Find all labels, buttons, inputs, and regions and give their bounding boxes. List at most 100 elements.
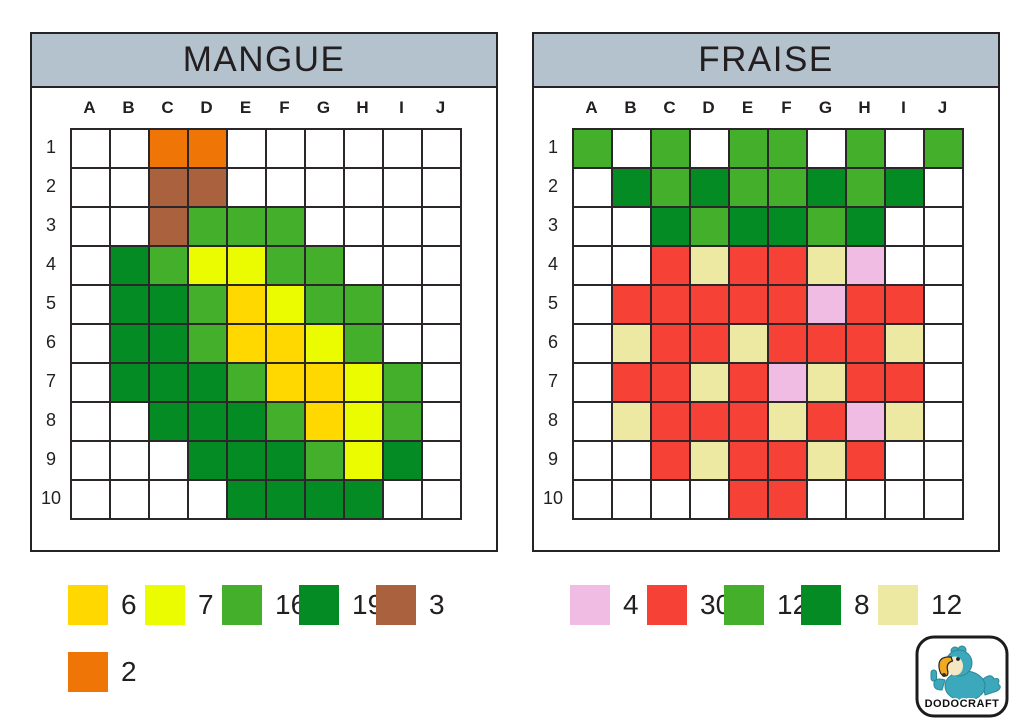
legend-item: 2 — [68, 652, 145, 692]
grid-cell — [110, 168, 149, 207]
legend-color-swatch — [376, 585, 416, 625]
column-label: B — [624, 98, 637, 117]
row-label: 9 — [547, 449, 558, 469]
grid-cell — [768, 441, 807, 480]
grid-cell — [149, 363, 188, 402]
grid-cell — [807, 324, 846, 363]
row-label: 10 — [542, 488, 564, 508]
grid-cell — [422, 246, 461, 285]
grid-cell — [651, 285, 690, 324]
grid-cell — [110, 285, 149, 324]
row-labels-fraise: 1 2 3 4 5 6 7 8 9 10 — [534, 128, 572, 518]
grid-cell — [149, 129, 188, 168]
grid-cell — [188, 324, 227, 363]
grid-cell — [71, 207, 110, 246]
grid-cell — [924, 207, 963, 246]
logo-wordmark: DODOCRAFT — [925, 698, 1000, 710]
row-label: 4 — [45, 254, 56, 274]
grid-cell — [807, 246, 846, 285]
grid-cell — [924, 402, 963, 441]
grid-cell — [149, 402, 188, 441]
grid-cell — [227, 441, 266, 480]
grid-cell — [227, 207, 266, 246]
grid-cell — [651, 441, 690, 480]
grid-cell — [807, 285, 846, 324]
legend-count: 7 — [198, 589, 214, 620]
grid-cell — [768, 363, 807, 402]
legend-count: 12 — [931, 589, 963, 620]
grid-cell — [71, 480, 110, 519]
grid-cell — [188, 480, 227, 519]
legend-item: 8 — [801, 585, 878, 625]
grid-cell — [573, 129, 612, 168]
grid-cell — [383, 207, 422, 246]
grid-cell — [71, 324, 110, 363]
grid-cell — [651, 129, 690, 168]
grid-cell — [305, 480, 344, 519]
grid-cell — [383, 324, 422, 363]
grid-cell — [266, 402, 305, 441]
grid-cell — [227, 246, 266, 285]
grid-cell — [383, 402, 422, 441]
grid-cell — [188, 441, 227, 480]
legend-mangue-row2: 2 — [68, 652, 145, 692]
grid-cell — [227, 285, 266, 324]
column-label: H — [356, 98, 369, 117]
grid-cell — [344, 402, 383, 441]
grid-cell — [383, 441, 422, 480]
legend-color-swatch — [801, 585, 841, 625]
legend-color-swatch — [878, 585, 918, 625]
grid-cell — [71, 363, 110, 402]
grid-cell — [266, 246, 305, 285]
grid-cell — [690, 285, 729, 324]
grid-cell — [110, 480, 149, 519]
grid-cell — [924, 246, 963, 285]
row-label: 7 — [547, 371, 558, 391]
grid-cell — [71, 246, 110, 285]
grid-cell — [573, 168, 612, 207]
grid-cell — [344, 324, 383, 363]
row-label: 8 — [547, 410, 558, 430]
grid-cell — [768, 207, 807, 246]
grid-cell — [305, 402, 344, 441]
grid-cell — [149, 207, 188, 246]
grid-cell — [573, 402, 612, 441]
dodo-bird-icon: DODOCRAFT — [915, 635, 1009, 718]
legend-item: 16 — [222, 585, 306, 625]
grid-cell — [885, 402, 924, 441]
column-label: J — [435, 98, 446, 117]
column-label: F — [279, 98, 290, 117]
column-labels-mangue: A B C D E F G H I J — [70, 88, 496, 128]
row-label: 5 — [547, 293, 558, 313]
column-label: J — [937, 98, 948, 117]
grid-cell — [71, 168, 110, 207]
grid-cell — [846, 324, 885, 363]
grid-cell — [188, 402, 227, 441]
grid-cell — [344, 207, 383, 246]
grid-cell — [807, 168, 846, 207]
grid-cell — [690, 168, 729, 207]
grid-cell — [110, 402, 149, 441]
column-label: C — [663, 98, 676, 117]
legend-fraise: 4 30 12 8 12 — [570, 585, 962, 625]
grid-cell — [690, 480, 729, 519]
grid-cell — [188, 363, 227, 402]
grid-cell — [690, 246, 729, 285]
grid-cell — [149, 168, 188, 207]
grid-cell — [807, 363, 846, 402]
row-label: 6 — [547, 332, 558, 352]
grid-cell — [768, 285, 807, 324]
grid-cell — [924, 363, 963, 402]
grid-cell — [422, 480, 461, 519]
pixel-grid-fraise — [572, 128, 964, 520]
column-label: I — [901, 98, 906, 117]
grid-cell — [383, 168, 422, 207]
grid-cell — [651, 402, 690, 441]
row-label: 9 — [45, 449, 56, 469]
grid-cell — [344, 363, 383, 402]
grid-cell — [612, 285, 651, 324]
grid-cell — [227, 480, 266, 519]
grid-cell — [846, 363, 885, 402]
grid-cell — [149, 246, 188, 285]
